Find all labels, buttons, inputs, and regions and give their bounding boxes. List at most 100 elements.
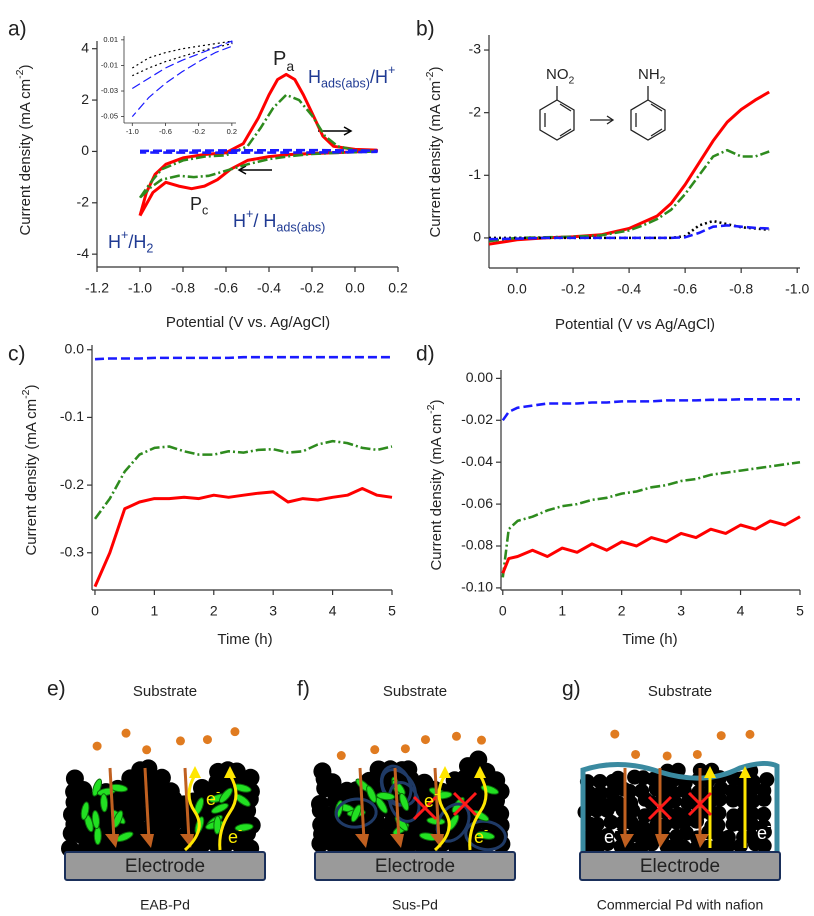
pd-particle bbox=[634, 783, 650, 799]
arrow-head bbox=[105, 834, 119, 848]
x-tick-label: 0.0 bbox=[345, 280, 365, 296]
text-part: 2 bbox=[569, 74, 575, 86]
text-part: + bbox=[388, 63, 395, 77]
pd-particle bbox=[720, 829, 736, 845]
x-tick-label: -0.8 bbox=[729, 281, 753, 297]
text-part: Current density (mA cm bbox=[17, 79, 34, 236]
panel-label: e) bbox=[47, 678, 66, 701]
pd-particle bbox=[487, 771, 506, 790]
pd-particle bbox=[603, 814, 619, 830]
electron-path bbox=[183, 774, 201, 852]
text-part: e bbox=[424, 791, 434, 811]
data-line bbox=[501, 460, 801, 578]
x-tick-label: 2 bbox=[210, 603, 218, 619]
arrow-head bbox=[355, 834, 369, 848]
y-tick-label: -0.10 bbox=[461, 579, 493, 595]
text-part: -2 bbox=[424, 71, 436, 80]
pd-particle bbox=[610, 770, 626, 786]
arrow-head bbox=[739, 766, 751, 778]
shell bbox=[334, 797, 378, 829]
pd-particle bbox=[623, 814, 639, 830]
y-tick-label: 2 bbox=[81, 91, 89, 107]
x-axis-title: Potential (V vs. Ag/AgCl) bbox=[166, 314, 330, 331]
data-line bbox=[131, 40, 233, 117]
pd-particle bbox=[756, 819, 772, 834]
catalyst-layer bbox=[577, 762, 775, 856]
text-part: e bbox=[228, 827, 238, 847]
arrow-head bbox=[655, 834, 669, 848]
caption: EAB-Pd bbox=[140, 897, 190, 913]
diffusion-arrow bbox=[433, 767, 441, 841]
x-tick-label: 0 bbox=[499, 603, 507, 619]
bacterium bbox=[366, 785, 377, 803]
electron-label: e- bbox=[474, 823, 488, 847]
text-part: e bbox=[206, 789, 216, 809]
pd-particle bbox=[581, 785, 597, 801]
text-part: NH bbox=[638, 66, 660, 83]
pd-particle bbox=[152, 768, 171, 787]
y-tick-label: 0.00 bbox=[466, 369, 493, 385]
substrate-dot bbox=[92, 741, 102, 751]
y-tick-label: 4 bbox=[81, 39, 89, 55]
arrow-head bbox=[390, 834, 404, 848]
electron-label: e- bbox=[206, 785, 220, 809]
y-tick-label: -4 bbox=[77, 245, 90, 261]
bacterium bbox=[476, 831, 495, 840]
x-tick-label: 0.2 bbox=[227, 127, 237, 136]
x-tick-label: -0.8 bbox=[171, 280, 195, 296]
y-tick-label: -0.2 bbox=[60, 476, 84, 492]
bacterium bbox=[350, 804, 362, 823]
y-tick-label: -0.06 bbox=[461, 495, 493, 511]
annotation: Hads(abs)/H+ bbox=[308, 63, 395, 91]
electrode bbox=[64, 851, 266, 881]
pd-particle bbox=[759, 772, 775, 788]
arrow-head bbox=[140, 834, 154, 848]
arrow-head bbox=[620, 834, 634, 848]
x-axis-title: Potential (V vs Ag/AgCl) bbox=[555, 316, 715, 333]
y-tick-label: 0 bbox=[473, 229, 481, 245]
substrate-dot bbox=[336, 751, 346, 761]
bacterium bbox=[80, 801, 90, 821]
y-tick-label: -1 bbox=[469, 166, 482, 182]
text-part: e bbox=[604, 827, 614, 847]
text-part: e bbox=[474, 827, 484, 847]
x-tick-label: -0.2 bbox=[561, 281, 585, 297]
text-part: + bbox=[246, 207, 253, 221]
data-line bbox=[139, 148, 378, 154]
annotation: Pa bbox=[273, 48, 294, 73]
y-tick-label: -0.03 bbox=[101, 86, 118, 95]
pd-particle bbox=[130, 805, 149, 824]
x-tick-label: 1 bbox=[150, 603, 158, 619]
substrate-dot bbox=[692, 749, 702, 759]
x-tick-label: -0.2 bbox=[300, 280, 324, 296]
x-tick-label: -0.4 bbox=[257, 280, 281, 296]
text-part: /H bbox=[128, 232, 146, 252]
shell bbox=[464, 819, 507, 852]
pd-particle bbox=[592, 774, 608, 789]
bacterium bbox=[92, 778, 103, 797]
text-part: P bbox=[273, 48, 286, 70]
text-part: / H bbox=[253, 211, 276, 231]
blocked-mark bbox=[412, 795, 438, 821]
y-tick-label: -0.08 bbox=[461, 537, 493, 553]
electron-label: e- bbox=[604, 823, 618, 847]
y-tick-label: 0.01 bbox=[103, 35, 118, 44]
substrate-dot bbox=[230, 727, 240, 737]
substrate-label: Substrate bbox=[648, 683, 712, 700]
bacterium bbox=[100, 793, 109, 813]
electron-label: e- bbox=[757, 819, 771, 843]
reaction-scheme bbox=[539, 86, 666, 141]
y-tick-label: -0.01 bbox=[101, 60, 118, 69]
x-tick-label: -0.6 bbox=[673, 281, 697, 297]
panel-label: d) bbox=[416, 343, 435, 366]
diffusion-arrow bbox=[183, 767, 191, 841]
y-tick-label: -0.02 bbox=[461, 411, 493, 427]
data-line bbox=[501, 515, 801, 574]
y-tick-label: -2 bbox=[469, 103, 482, 119]
x-tick-label: 4 bbox=[737, 603, 745, 619]
arrow-head bbox=[704, 766, 716, 778]
diffusion-arrow bbox=[393, 767, 401, 841]
y-tick-label: -0.05 bbox=[101, 112, 118, 121]
text-part: -2 bbox=[14, 69, 26, 78]
data-line bbox=[488, 90, 770, 246]
